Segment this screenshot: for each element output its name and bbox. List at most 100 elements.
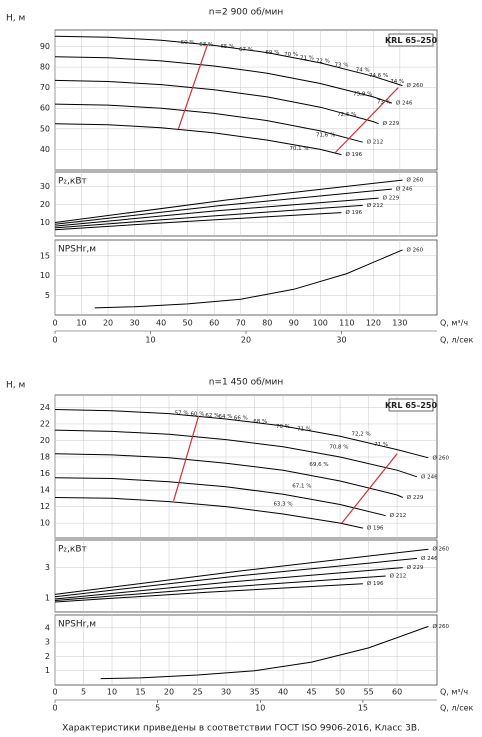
curve xyxy=(54,583,363,603)
curve-label: Ø 229 xyxy=(407,564,424,571)
efficiency-label: 60 % xyxy=(191,412,205,418)
limit-line xyxy=(341,453,398,524)
y-tick-label: 30 xyxy=(40,182,50,191)
y-tick-label: 1 xyxy=(45,666,50,675)
efficiency-label: 60 % xyxy=(181,40,195,46)
x-tick-label: 120 xyxy=(366,319,381,328)
x-tick-label: 0 xyxy=(52,688,57,697)
y-tick-label: 80 xyxy=(40,63,50,72)
y-tick-label: 3 xyxy=(45,638,50,647)
curve-label: Ø 196 xyxy=(367,525,384,532)
curve-label: Ø 260 xyxy=(407,177,424,184)
curve xyxy=(54,123,342,156)
model-label: KRL 65–250 xyxy=(385,36,438,45)
model-label: KRL 65–250 xyxy=(385,401,438,410)
curve-label: Ø 212 xyxy=(367,202,384,209)
x-tick-label: 15 xyxy=(135,688,145,697)
curve xyxy=(54,453,404,498)
x-tick-label: 40 xyxy=(156,319,166,328)
x-tick-label: 20 xyxy=(164,688,174,697)
curve xyxy=(54,497,364,529)
curve-label: Ø 229 xyxy=(383,120,400,127)
y-tick-label: 22 xyxy=(40,419,50,428)
x-tick-label: 50 xyxy=(335,688,345,697)
efficiency-label: 71 % xyxy=(297,426,311,432)
x2-tick-label: 10 xyxy=(255,704,265,713)
curve xyxy=(54,429,418,478)
limit-line xyxy=(334,87,399,153)
efficiency-label: 71 % xyxy=(300,55,314,61)
x-tick-label: 80 xyxy=(262,319,272,328)
y-tick-label: 3 xyxy=(45,563,50,572)
panel-label: NPSHr,м xyxy=(58,245,96,255)
y-tick-label: 20 xyxy=(40,200,50,209)
curve-label: Ø 260 xyxy=(432,623,449,630)
curve-label: Ø 246 xyxy=(396,100,413,107)
curve xyxy=(54,409,429,459)
curve-label: Ø 229 xyxy=(383,195,400,202)
model-box xyxy=(388,33,434,47)
efficiency-label: 70 % xyxy=(276,424,290,430)
footer: Характеристики приведены в соответствии … xyxy=(62,724,420,734)
x2-tick-label: 20 xyxy=(241,336,251,345)
x-tick-label: 30 xyxy=(129,319,139,328)
curve-label: Ø 260 xyxy=(407,246,424,253)
curve-label: Ø 212 xyxy=(390,512,407,519)
x-tick-label: 20 xyxy=(103,319,113,328)
efficiency-label: 70,1 % xyxy=(289,146,308,152)
efficiency-label: 67,1 % xyxy=(292,483,311,489)
y-tick-label: 16 xyxy=(40,469,50,478)
curve xyxy=(54,179,403,223)
y-tick-label: 12 xyxy=(40,502,50,511)
curve xyxy=(94,249,403,309)
x-tick-label: 60 xyxy=(209,319,219,328)
efficiency-label: 69 % xyxy=(266,50,280,56)
y-tick-label: 10 xyxy=(40,218,50,227)
efficiency-label: 67 % xyxy=(239,47,253,53)
x2-tick-label: 0 xyxy=(52,704,57,713)
curve-label: Ø 229 xyxy=(407,494,424,501)
curve-label: Ø 196 xyxy=(346,151,363,158)
curve xyxy=(54,477,386,517)
x-tick-label: 70 xyxy=(236,319,246,328)
panel-label: NPSHr,м xyxy=(58,620,96,630)
curve-label: Ø 260 xyxy=(432,546,449,553)
curve xyxy=(54,557,418,598)
x-tick-label: 10 xyxy=(107,688,117,697)
efficiency-label: 70,8 % xyxy=(329,445,348,451)
curve xyxy=(54,212,342,231)
y-axis-label: H, м xyxy=(6,381,25,391)
curve-label: Ø 260 xyxy=(407,82,424,89)
y-tick-label: 15 xyxy=(40,251,50,260)
efficiency-label: 72,2 % xyxy=(352,431,371,437)
curve xyxy=(54,204,363,229)
curve xyxy=(54,103,363,143)
x-tick-label: 60 xyxy=(392,688,402,697)
x-tick-label: 30 xyxy=(221,688,231,697)
y-tick-label: 1 xyxy=(45,594,50,603)
x-tick-label: 45 xyxy=(306,688,316,697)
efficiency-label: 74 % xyxy=(356,68,370,74)
x-axis-label: Q, м³/ч xyxy=(440,319,468,328)
x-tick-label: 50 xyxy=(183,319,193,328)
y-tick-label: 14 xyxy=(40,486,50,495)
x-tick-label: 130 xyxy=(392,319,407,328)
y-tick-label: 90 xyxy=(40,42,50,51)
y-tick-label: 70 xyxy=(40,83,50,92)
curve-label: Ø 212 xyxy=(367,139,384,146)
y-axis-label: H, м xyxy=(6,14,25,24)
efficiency-label: 63 % xyxy=(199,42,213,48)
curve xyxy=(100,625,429,680)
x2-tick-label: 5 xyxy=(155,704,160,713)
efficiency-label: 68 % xyxy=(253,419,267,425)
curve xyxy=(54,567,403,600)
x2-tick-label: 0 xyxy=(52,336,57,345)
x-tick-label: 5 xyxy=(81,688,86,697)
y-tick-label: 2 xyxy=(45,652,50,661)
efficiency-label: 73 % xyxy=(335,63,349,69)
x-tick-label: 100 xyxy=(313,319,328,328)
model-box xyxy=(388,398,434,412)
x2-tick-label: 10 xyxy=(145,336,155,345)
y-tick-label: 24 xyxy=(40,403,50,412)
